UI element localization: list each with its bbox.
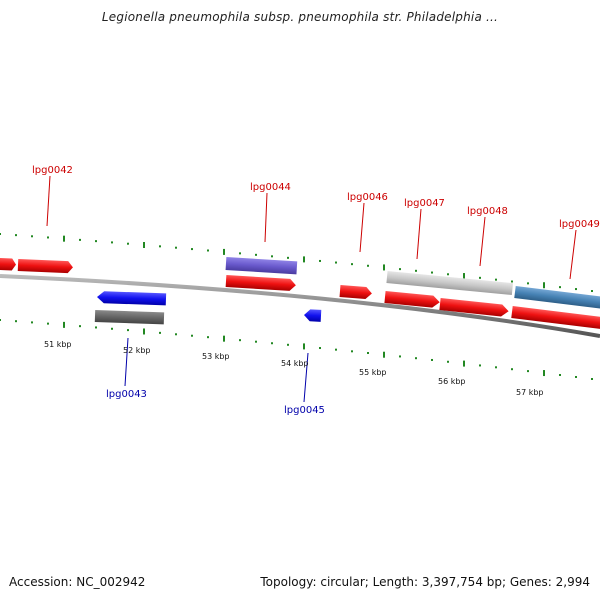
axis-label-54kbp: 54 kbp: [281, 359, 309, 368]
leader-line-lpg0043: [124, 337, 129, 387]
gene-lpg0045-arrow[interactable]: [304, 309, 322, 322]
gene-lpg0046-arrow[interactable]: [339, 285, 373, 300]
axis-label-52kbp: 52 kbp: [123, 346, 151, 355]
leader-line-lpg0046: [359, 202, 365, 253]
genome-summary-text: Topology: circular; Length: 3,397,754 bp…: [260, 575, 590, 589]
label-lpg0042[interactable]: lpg0042: [32, 165, 73, 176]
leader-line-lpg0045: [303, 352, 309, 403]
label-lpg0043[interactable]: lpg0043: [106, 389, 147, 400]
accession-text: Accession: NC_002942: [9, 575, 146, 589]
gene-lpg0044-feature-bar[interactable]: [225, 257, 298, 275]
gene-lpg0049-feature-bar[interactable]: [514, 286, 600, 310]
label-lpg0047[interactable]: lpg0047: [404, 198, 445, 209]
label-lpg0049[interactable]: lpg0049: [559, 219, 600, 230]
axis-label-56kbp: 56 kbp: [438, 377, 466, 386]
axis-label-55kbp: 55 kbp: [359, 368, 387, 377]
leader-line-lpg0042: [46, 175, 51, 227]
label-lpg0045[interactable]: lpg0045: [284, 405, 325, 416]
map-title: Legionella pneumophila subsp. pneumophil…: [101, 10, 499, 24]
gene-lpg0048-arrow[interactable]: [439, 298, 509, 317]
leader-line-lpg0048: [479, 216, 486, 267]
gene-lpg0042-arrow[interactable]: [17, 259, 73, 274]
leader-line-lpg0049: [569, 229, 577, 280]
gene-lpg0044-arrow[interactable]: [225, 275, 297, 291]
forward-gene-labels: lpg0042 lpg0044 lpg0046 lpg0047 lpg0048 …: [32, 165, 600, 280]
gene-lpg0047-arrow[interactable]: [384, 291, 440, 308]
forward-features: [0, 257, 600, 330]
gene-lpg0043-arrow[interactable]: [97, 291, 167, 306]
bottom-tick-row: [0, 319, 593, 380]
gene-lpg0041-arrow[interactable]: [0, 257, 16, 271]
gene-lpg0047-feature-bar[interactable]: [386, 271, 513, 296]
label-lpg0046[interactable]: lpg0046: [347, 192, 388, 203]
leader-line-lpg0047: [416, 208, 422, 260]
gene-lpg0043-feature-bar[interactable]: [94, 310, 165, 325]
label-lpg0044[interactable]: lpg0044: [250, 182, 291, 193]
top-tick-row: [0, 233, 593, 293]
leader-line-lpg0044: [264, 192, 268, 243]
reverse-gene-labels: lpg0043 lpg0045: [106, 337, 325, 416]
gene-lpg0049-arrow[interactable]: [511, 306, 600, 330]
axis-label-51kbp: 51 kbp: [44, 340, 72, 349]
genome-backbone: [0, 274, 600, 338]
axis-label-57kbp: 57 kbp: [516, 388, 544, 397]
label-lpg0048[interactable]: lpg0048: [467, 206, 508, 217]
kbp-axis-labels: 51 kbp 52 kbp 53 kbp 54 kbp 55 kbp 56 kb…: [44, 340, 544, 397]
reverse-features: [94, 291, 322, 325]
axis-label-53kbp: 53 kbp: [202, 352, 230, 361]
